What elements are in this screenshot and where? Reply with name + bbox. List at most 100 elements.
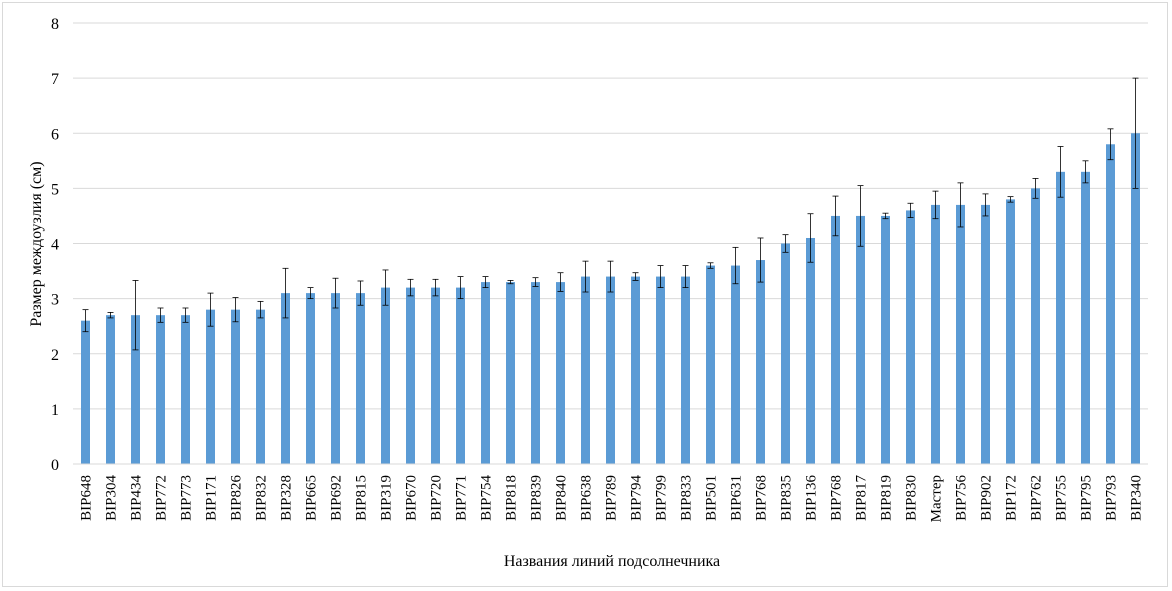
x-tick-label: ВIP773 bbox=[179, 475, 195, 521]
error-bar bbox=[182, 307, 189, 323]
bar bbox=[456, 287, 465, 464]
bar bbox=[1006, 199, 1015, 464]
bar bbox=[281, 293, 290, 464]
error-bar bbox=[1082, 160, 1089, 184]
x-tick-label: ВIP434 bbox=[129, 475, 145, 521]
error-bar bbox=[832, 195, 839, 237]
y-tick-label: 4 bbox=[51, 237, 59, 254]
x-tick-label: ВIP340 bbox=[1129, 475, 1145, 521]
bar bbox=[706, 265, 715, 464]
error-bar bbox=[132, 280, 139, 351]
bar bbox=[431, 287, 440, 464]
x-tick-label: ВIP771 bbox=[454, 475, 470, 521]
error-bar bbox=[382, 269, 389, 306]
x-tick-label: ВIP795 bbox=[1079, 475, 1095, 521]
error-bar bbox=[307, 287, 314, 300]
error-bar bbox=[157, 307, 164, 323]
bar bbox=[981, 204, 990, 464]
bar bbox=[881, 215, 890, 464]
x-tick-label: ВIP833 bbox=[679, 475, 695, 521]
y-tick-label: 3 bbox=[51, 292, 59, 309]
gridlines bbox=[73, 22, 1148, 410]
bar bbox=[356, 293, 365, 464]
x-tick-label: ВIP815 bbox=[354, 475, 370, 521]
bar bbox=[1056, 171, 1065, 464]
y-axis-title: Размер междоузлия (см) bbox=[28, 161, 45, 326]
x-tick-label: ВIP839 bbox=[529, 475, 545, 521]
x-tick-labels: ВIP648 ВIP304 ВIP434 ВIP772 ВIP773 ВIP171 ВIP8… bbox=[79, 475, 1145, 523]
y-tick-label: 0 bbox=[51, 457, 59, 474]
bar bbox=[556, 282, 565, 464]
x-tick-label: ВIP840 bbox=[554, 475, 570, 521]
bar bbox=[1081, 171, 1090, 464]
x-tick-label: ВIP501 bbox=[704, 475, 720, 521]
x-tick-label: ВIP720 bbox=[429, 475, 445, 521]
bar bbox=[181, 315, 190, 464]
error-bar bbox=[807, 213, 814, 263]
bar bbox=[806, 237, 815, 464]
x-tick-label: ВIP772 bbox=[154, 475, 170, 521]
error-bar bbox=[782, 234, 789, 253]
error-bar bbox=[232, 297, 239, 323]
bar bbox=[631, 276, 640, 464]
bar bbox=[856, 215, 865, 464]
y-tick-label: 1 bbox=[51, 402, 59, 419]
error-bar bbox=[407, 278, 414, 297]
error-bar bbox=[482, 276, 489, 289]
bar bbox=[531, 282, 540, 464]
x-tick-label: ВIP304 bbox=[104, 475, 120, 521]
x-tick-label: ВIP832 bbox=[254, 475, 270, 521]
bar bbox=[506, 282, 515, 464]
error-bar bbox=[882, 212, 889, 220]
bar bbox=[1131, 133, 1140, 464]
bar bbox=[906, 210, 915, 464]
error-bars bbox=[82, 77, 1139, 351]
bar bbox=[756, 260, 765, 464]
x-axis-title: Названия линий подсолнечника bbox=[504, 553, 720, 570]
y-tick-label: 6 bbox=[51, 126, 59, 143]
error-bar bbox=[632, 272, 639, 281]
error-bar bbox=[907, 202, 914, 218]
x-tick-label: ВIP819 bbox=[879, 475, 895, 521]
bar bbox=[1031, 188, 1040, 464]
error-bar bbox=[732, 246, 739, 285]
x-tick-label: ВIP319 bbox=[379, 475, 395, 521]
x-tick-label: ВIP835 bbox=[779, 475, 795, 521]
x-tick-label: ВIP830 bbox=[904, 475, 920, 521]
error-bar bbox=[207, 292, 214, 327]
bar bbox=[256, 309, 265, 464]
bar bbox=[306, 293, 315, 464]
bar bbox=[156, 315, 165, 464]
bar bbox=[681, 276, 690, 464]
y-tick-labels: 0 1 2 3 4 5 6 7 8 bbox=[51, 16, 59, 474]
y-tick-label: 5 bbox=[51, 181, 59, 198]
error-bar bbox=[532, 277, 539, 287]
x-tick-label: ВIP768 bbox=[754, 475, 770, 521]
x-tick-label: ВIP136 bbox=[804, 475, 820, 521]
bar bbox=[81, 320, 90, 464]
x-tick-label: ВIP670 bbox=[404, 475, 420, 521]
bar bbox=[731, 265, 740, 464]
error-bar bbox=[357, 280, 364, 306]
x-tick-label: ВIP754 bbox=[479, 475, 495, 521]
error-bar bbox=[857, 185, 864, 247]
bars bbox=[81, 133, 1140, 464]
bar bbox=[206, 309, 215, 464]
error-bar bbox=[607, 260, 614, 293]
error-bar bbox=[1007, 196, 1014, 203]
error-bar bbox=[1057, 146, 1064, 198]
error-bar bbox=[82, 309, 89, 333]
error-bar bbox=[932, 190, 939, 220]
y-tick-label: 2 bbox=[51, 347, 59, 364]
bar bbox=[581, 276, 590, 464]
error-bar bbox=[432, 278, 439, 297]
error-bar bbox=[707, 262, 714, 269]
error-bar bbox=[957, 182, 964, 228]
error-bar bbox=[1132, 77, 1139, 189]
x-tick-label: ВIP902 bbox=[979, 475, 995, 521]
bar bbox=[331, 293, 340, 464]
error-bar bbox=[282, 267, 289, 319]
x-tick-label: ВIP826 bbox=[229, 475, 245, 521]
x-tick-label: ВIP756 bbox=[954, 475, 970, 521]
